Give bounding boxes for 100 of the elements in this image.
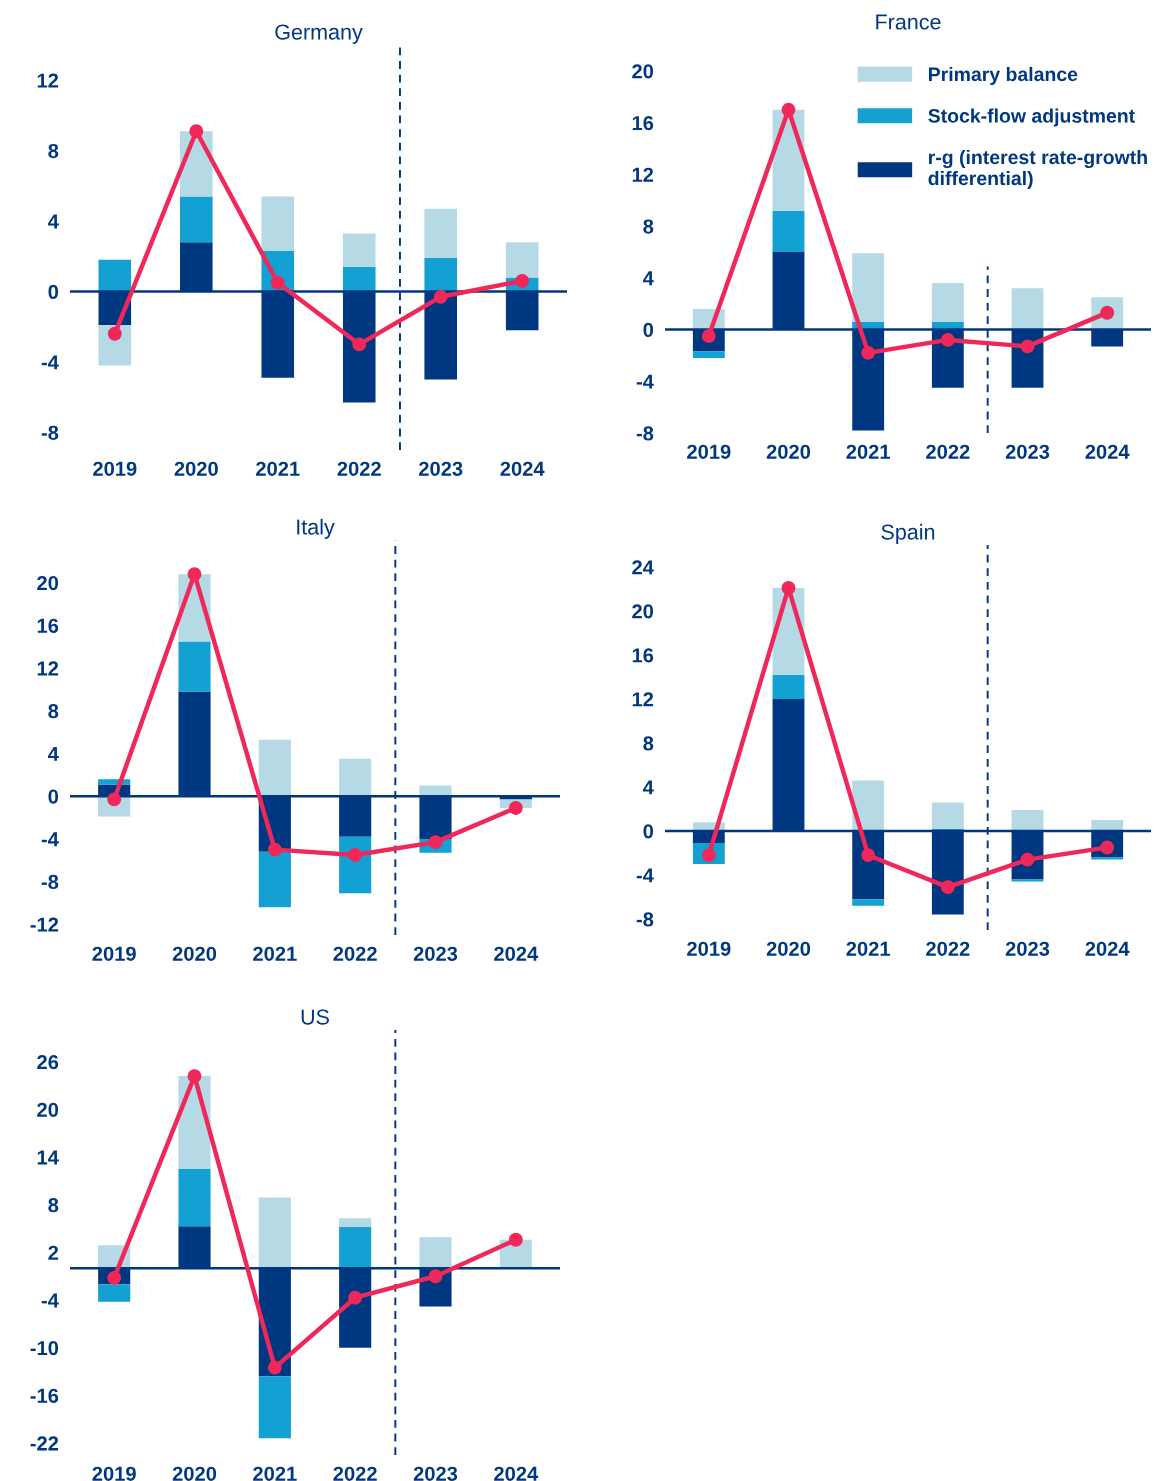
y-tick-label: 12 [37,73,59,88]
x-tick-label: 2021 [256,461,300,476]
point [508,801,523,815]
y-tick-label: 12 [632,692,654,707]
x-tick-label: 2021 [253,1466,297,1481]
point [348,847,363,862]
bar [419,1237,452,1269]
bar [931,802,964,829]
y-tick-label: -4 [41,832,59,847]
bar [1011,879,1044,882]
x-tick-label: 2024 [1085,941,1130,956]
bar [258,739,291,797]
bar [424,258,458,292]
x-tick-label: 2020 [172,1466,217,1481]
y-tick-label: -8 [636,912,654,927]
bar [258,851,291,908]
y-tick-label: -12 [30,917,59,932]
x-tick-label: 2021 [253,946,297,961]
y-tick-label: 8 [643,736,654,751]
bar [1091,857,1124,860]
y-tick-label: 14 [37,1150,59,1165]
bar [179,196,213,243]
y-tick-label: 12 [37,661,59,676]
x-tick-label: 2024 [1085,444,1130,459]
y-tick-label: 8 [48,704,59,719]
x-tick-label: 2023 [1005,941,1050,956]
bar [852,253,885,322]
point [428,835,443,850]
y-tick-label: -4 [41,355,59,370]
point [352,337,367,352]
chart-title: Germany [275,24,363,44]
point [781,580,796,595]
x-tick-label: 2023 [419,461,463,476]
y-tick-label: -8 [636,426,654,441]
bar [1011,288,1044,330]
y-tick-label: 0 [643,322,654,338]
chart-title: US [301,1009,329,1025]
x-tick-label: 2023 [1005,444,1050,459]
y-tick-label: 0 [48,789,59,804]
point [267,1360,282,1375]
x-tick-label: 2020 [766,941,811,956]
y-tick-label: 16 [632,648,654,663]
y-tick-label: -10 [30,1340,59,1356]
y-tick-label: 2 [48,1245,59,1260]
legend-label: Primary balance [929,66,1078,86]
x-tick-label: 2021 [846,941,891,956]
bar [852,899,885,906]
point [189,124,204,139]
x-tick-label: 2020 [172,946,217,961]
bar [505,242,539,278]
y-tick-label: 8 [643,219,654,234]
y-tick-label: 20 [632,604,654,619]
point [187,567,202,582]
bar [258,1376,291,1439]
y-tick-label: 24 [632,560,654,575]
bar [772,674,805,699]
bar [339,758,372,797]
point [940,332,955,347]
bar [178,641,211,692]
point [267,842,282,857]
y-tick-label: 0 [48,284,59,300]
y-tick-label: 8 [48,1198,59,1213]
x-tick-label: 2024 [500,461,545,476]
x-tick-label: 2021 [846,444,891,459]
bar [261,196,295,252]
y-tick-label: -16 [30,1388,59,1403]
x-tick-label: 2019 [687,941,731,956]
x-tick-label: 2022 [337,461,381,476]
y-tick-label: 20 [37,1102,59,1117]
bar [1091,820,1124,831]
y-tick-label: 4 [48,214,59,229]
point [270,275,285,290]
y-tick-label: -4 [636,868,654,883]
y-tick-label: 4 [642,271,654,286]
y-tick-label: -4 [41,1293,59,1308]
y-tick-label: -4 [636,374,654,389]
point [187,1069,202,1084]
bar [98,259,132,292]
y-tick-label: -8 [41,874,59,890]
x-tick-label: 2024 [494,1466,539,1481]
y-tick-label: 16 [632,115,654,131]
x-tick-label: 2022 [333,1466,377,1481]
y-tick-label: 0 [643,824,654,839]
bar [931,283,964,322]
x-tick-label: 2022 [333,946,377,961]
x-tick-label: 2020 [766,444,811,459]
point [428,1269,443,1284]
bar [772,210,805,252]
bar [1011,810,1044,831]
y-tick-label: 16 [37,618,59,633]
bar [339,1218,372,1228]
chart-title: France [876,14,941,30]
point [515,274,530,288]
y-tick-label: 4 [48,746,59,761]
bar [178,1169,211,1227]
point [861,848,876,863]
bar [258,1197,291,1269]
y-tick-label: 26 [37,1055,59,1070]
legend-label: Stock-flow adjustment [928,108,1135,127]
x-tick-label: 2019 [687,444,731,459]
